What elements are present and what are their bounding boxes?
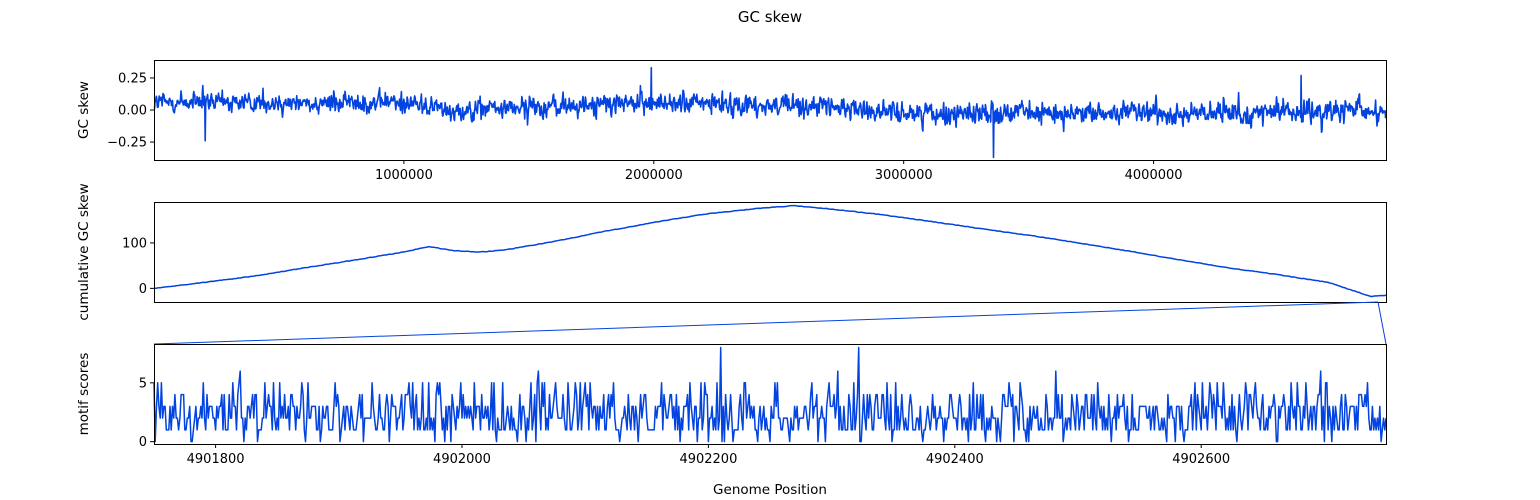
y-axis-label-gc-skew: GC skew — [76, 81, 92, 139]
x-tick-label: 2000000 — [625, 168, 683, 183]
x-axis-label: Genome Position — [713, 482, 827, 498]
x-tick-label: 4902200 — [679, 452, 737, 467]
y-axis-label-motif: motif scores — [76, 353, 92, 436]
axes-frame — [154, 344, 1387, 445]
motif-scores-panel: motif scores 0 5 4901800 4902000 4902200 4902… — [76, 344, 1387, 467]
y-tick-label: 5 — [139, 376, 147, 391]
x-tick-label: 4902400 — [926, 452, 984, 467]
zoom-connector-left — [153, 301, 1379, 345]
axis-ticks: 0 5 4901800 4902000 4902200 4902400 4902600 — [139, 376, 1230, 467]
gc-skew-panel: GC skew −0.25 0.00 0.25 1000000 2000000 30000… — [76, 60, 1387, 183]
series-line-cumulative — [153, 204, 1387, 298]
x-tick-label: 3000000 — [875, 168, 933, 183]
y-tick-label: 0.25 — [118, 71, 147, 86]
x-tick-label: 4000000 — [1125, 168, 1183, 183]
axes-frame — [154, 202, 1387, 303]
zoom-connector — [153, 301, 1387, 345]
x-tick-label: 4902600 — [1172, 452, 1230, 467]
y-tick-label: −0.25 — [107, 136, 147, 151]
y-tick-label: 0.00 — [118, 104, 147, 119]
zoom-connector-right — [1377, 301, 1387, 345]
y-tick-label: 0 — [139, 435, 147, 450]
cumulative-gc-skew-panel: cumulative GC skew 0 100 — [76, 183, 1387, 321]
axes-frame — [154, 60, 1387, 161]
axis-ticks: 0 100 — [122, 236, 154, 297]
x-tick-label: 1000000 — [375, 168, 433, 183]
y-tick-label: 0 — [139, 282, 147, 297]
figure-title: GC skew — [738, 8, 802, 26]
y-axis-label-cumulative: cumulative GC skew — [76, 183, 92, 320]
axis-ticks: −0.25 0.00 0.25 1000000 2000000 3000000 400000… — [107, 71, 1182, 183]
series-line-gc-skew — [153, 66, 1387, 159]
series-line-motif-scores — [153, 346, 1387, 443]
y-tick-label: 100 — [122, 236, 147, 251]
x-tick-label: 4901800 — [187, 452, 245, 467]
x-tick-label: 4902000 — [433, 452, 491, 467]
